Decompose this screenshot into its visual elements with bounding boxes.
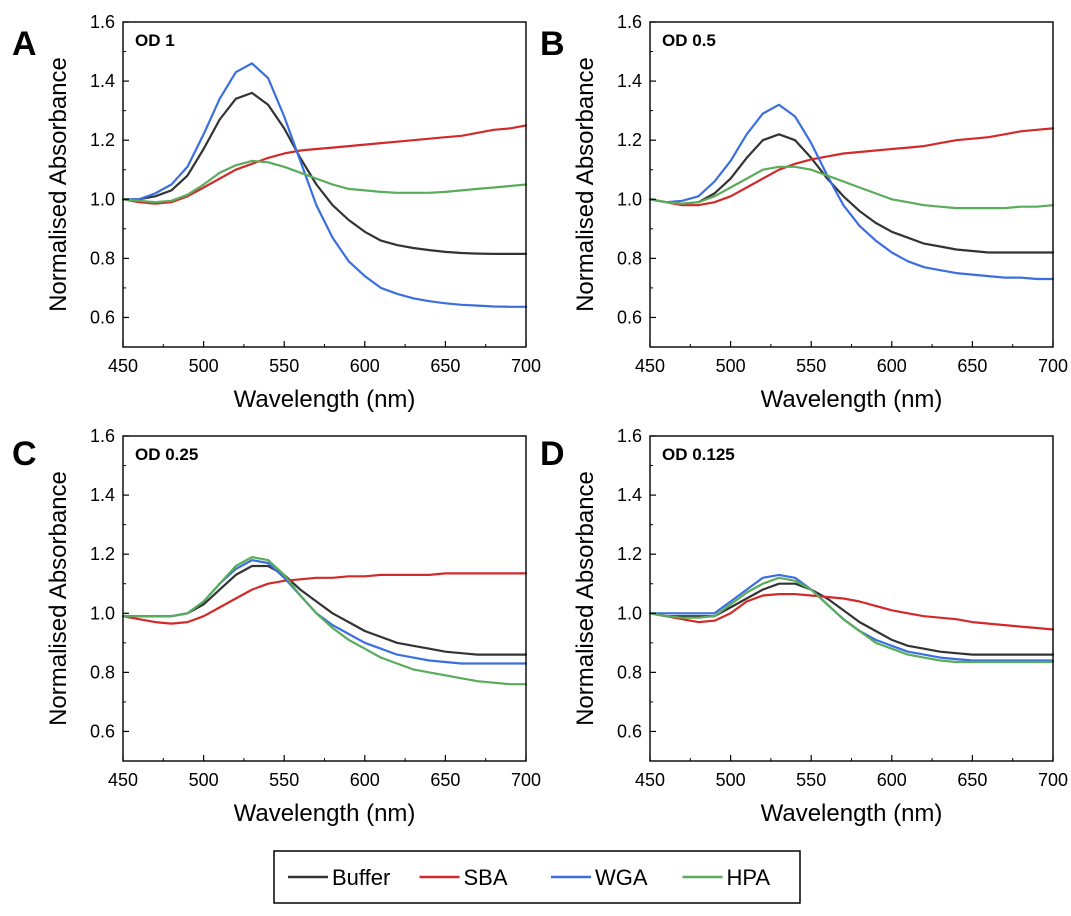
plot-frame	[122, 435, 527, 762]
plot-frame	[122, 21, 527, 348]
x-tick-label: 550	[796, 356, 826, 376]
y-axis-title: Normalised Absorbance	[572, 471, 599, 726]
y-tick-label: 1.2	[617, 130, 642, 150]
x-tick-label: 650	[430, 770, 460, 790]
panel-annotation: OD 1	[135, 31, 175, 50]
x-tick-label: 600	[877, 356, 907, 376]
x-tick-label: 450	[108, 770, 138, 790]
series-line-buffer	[648, 133, 1055, 254]
series-line-wga	[648, 573, 1055, 662]
legend-label-sba: SBA	[464, 865, 508, 890]
y-tick-label: 1.6	[617, 426, 642, 446]
x-tick-label: 500	[716, 356, 746, 376]
series-line-hpa	[648, 576, 1055, 664]
y-tick-label: 1.2	[90, 544, 115, 564]
y-tick-label: 0.8	[90, 248, 115, 268]
legend-label-wga: WGA	[595, 865, 648, 890]
y-tick-label: 0.6	[90, 721, 115, 741]
x-tick-label: 700	[1038, 770, 1068, 790]
x-tick-label: 600	[350, 770, 380, 790]
panel-b: 450 500 550 600 650 700 0.6 0.8 1.0 1.2 1.4 1.6 Wave…	[540, 12, 1068, 413]
x-tick-label: 600	[350, 356, 380, 376]
y-axis-title: Normalised Absorbance	[45, 57, 72, 312]
x-tick-label: 450	[635, 770, 665, 790]
y-tick-label: 1.4	[617, 71, 642, 91]
legend-label-buffer: Buffer	[332, 865, 390, 890]
y-tick-label: 0.8	[90, 662, 115, 682]
y-tick-label: 0.6	[617, 721, 642, 741]
x-tick-label: 700	[511, 356, 541, 376]
y-axis-title: Normalised Absorbance	[45, 471, 72, 726]
panel-annotation: OD 0.125	[662, 445, 735, 464]
series-line-sba	[121, 124, 528, 205]
x-axis-title: Wavelength (nm)	[761, 386, 943, 413]
plot-frame	[649, 435, 1054, 762]
x-tick-label: 450	[635, 356, 665, 376]
series-line-wga	[121, 62, 528, 308]
y-tick-label: 1.0	[90, 603, 115, 623]
x-tick-label: 500	[189, 356, 219, 376]
panel-a: 450 500 550 600 650 700 0.6 0.8 1.0 1.2 1.4 1.6 Wave…	[12, 12, 541, 413]
x-tick-label: 650	[957, 356, 987, 376]
x-axis-title: Wavelength (nm)	[761, 800, 943, 827]
legend: Buffer SBA WGA HPA	[273, 850, 801, 904]
series-line-sba	[648, 593, 1055, 631]
y-tick-label: 1.6	[617, 12, 642, 32]
y-tick-label: 1.4	[617, 485, 642, 505]
series-line-sba	[121, 572, 528, 625]
panel-d: 450 500 550 600 650 700 0.6 0.8 1.0 1.2 1.4 1.6 Wave…	[540, 426, 1068, 827]
x-tick-label: 450	[108, 356, 138, 376]
series-line-hpa	[121, 159, 528, 204]
series-line-buffer	[121, 564, 528, 656]
panel-annotation: OD 0.25	[135, 445, 198, 464]
y-tick-label: 1.0	[617, 603, 642, 623]
y-tick-label: 1.6	[90, 426, 115, 446]
series-line-hpa	[121, 556, 528, 686]
series-line-buffer	[121, 91, 528, 255]
x-tick-label: 500	[716, 770, 746, 790]
x-tick-label: 550	[269, 770, 299, 790]
y-tick-label: 1.2	[617, 544, 642, 564]
x-tick-label: 650	[957, 770, 987, 790]
x-tick-label: 700	[1038, 356, 1068, 376]
y-axis-title: Normalised Absorbance	[572, 57, 599, 312]
x-tick-label: 700	[511, 770, 541, 790]
y-tick-label: 1.6	[90, 12, 115, 32]
y-tick-label: 1.2	[90, 130, 115, 150]
x-axis-title: Wavelength (nm)	[234, 386, 416, 413]
panel-annotation: OD 0.5	[662, 31, 716, 50]
panel-letter: C	[12, 435, 37, 473]
x-tick-label: 600	[877, 770, 907, 790]
legend-label-hpa: HPA	[727, 865, 771, 890]
x-axis-title: Wavelength (nm)	[234, 800, 416, 827]
y-tick-label: 1.4	[90, 71, 115, 91]
series-line-buffer	[648, 582, 1055, 656]
x-tick-label: 500	[189, 770, 219, 790]
x-tick-label: 550	[796, 770, 826, 790]
y-tick-label: 1.0	[617, 189, 642, 209]
y-tick-label: 1.4	[90, 485, 115, 505]
y-tick-label: 0.6	[90, 307, 115, 327]
panel-letter: D	[540, 435, 565, 473]
panel-c: 450 500 550 600 650 700 0.6 0.8 1.0 1.2 1.4 1.6 Wave…	[12, 426, 541, 827]
y-tick-label: 0.6	[617, 307, 642, 327]
series-line-sba	[648, 127, 1055, 207]
series-line-hpa	[648, 165, 1055, 210]
x-tick-label: 650	[430, 356, 460, 376]
series-line-wga	[648, 103, 1055, 281]
panel-letter: B	[540, 25, 565, 63]
x-tick-label: 550	[269, 356, 299, 376]
series-line-wga	[121, 559, 528, 665]
panel-letter: A	[12, 25, 37, 63]
y-tick-label: 0.8	[617, 248, 642, 268]
y-tick-label: 0.8	[617, 662, 642, 682]
y-tick-label: 1.0	[90, 189, 115, 209]
